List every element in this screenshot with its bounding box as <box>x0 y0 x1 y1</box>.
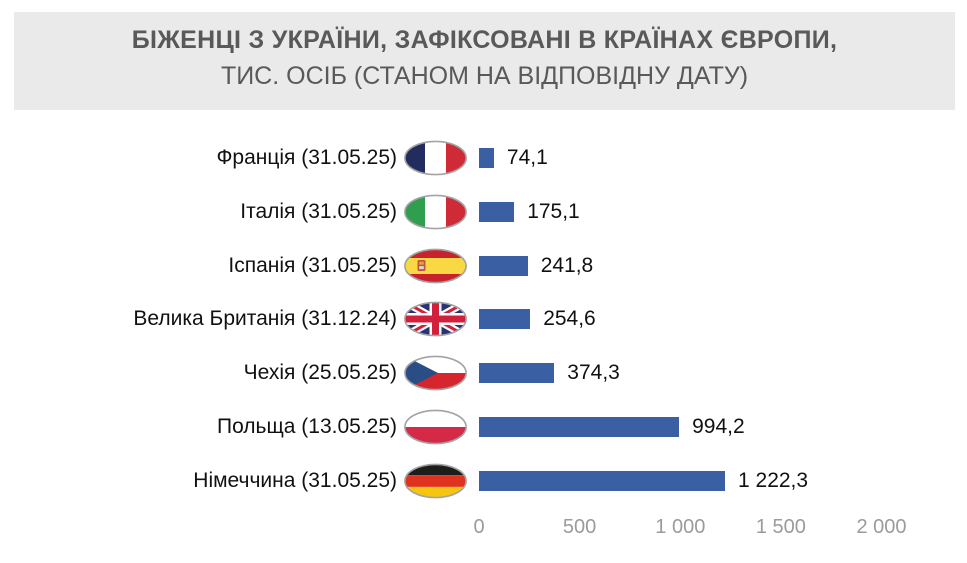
chart-title: БІЖЕНЦІ З УКРАЇНИ, ЗАФІКСОВАНІ В КРАЇНАХ… <box>131 26 838 54</box>
x-axis-tick-label: 500 <box>562 516 597 538</box>
flag-spain-icon <box>404 248 467 283</box>
chart-subtitle: ТИС. ОСІБ (СТАНОМ НА ВІДПОВІДНУ ДАТУ) <box>220 62 749 90</box>
bar <box>479 363 555 384</box>
flag-germany-icon <box>404 463 467 499</box>
chart-row: Франція (31.05.25) 74,1 <box>0 131 967 185</box>
bar <box>479 417 680 437</box>
category-label: Польща (13.05.25) <box>216 415 397 438</box>
value-label: 254,6 <box>543 307 596 331</box>
bar <box>479 309 531 330</box>
chart-row: Польща (13.05.25) 994,2 <box>0 400 967 454</box>
value-label: 374,3 <box>567 361 620 385</box>
category-label: Чехія (25.05.25) <box>243 361 397 385</box>
x-axis-tick-label: 1 000 <box>655 516 706 538</box>
x-axis-tick-label: 0 <box>473 516 485 538</box>
flag-poland-icon <box>404 409 467 445</box>
value-label: 175,1 <box>527 199 580 223</box>
bar <box>479 201 515 222</box>
category-label: Італія (31.05.25) <box>240 199 397 223</box>
x-axis-tick-label: 2 000 <box>856 516 907 538</box>
x-axis: 0 500 1 000 1 500 2 000 <box>0 516 967 546</box>
flag-uk-icon <box>404 301 467 337</box>
category-label: Велика Британія (31.12.24) <box>133 307 397 331</box>
value-label: 74,1 <box>506 146 548 169</box>
category-label: Франція (31.05.25) <box>216 146 397 169</box>
bar <box>479 148 494 168</box>
value-label: 241,8 <box>540 253 594 277</box>
chart-title-block: БІЖЕНЦІ З УКРАЇНИ, ЗАФІКСОВАНІ В КРАЇНАХ… <box>14 12 955 110</box>
flag-czechia-icon <box>404 355 467 391</box>
chart-row: Німеччина (31.05.25) 1 222,3 <box>0 454 967 508</box>
chart-row: Чехія (25.05.25) 374,3 <box>0 346 967 400</box>
chart-row: Велика Британія (31.12.24) 254,6 <box>0 292 967 346</box>
chart-row: Італія (31.05.25) 175,1 <box>0 185 967 239</box>
value-label: 994,2 <box>692 415 745 438</box>
category-label: Іспанія (31.05.25) <box>228 253 397 277</box>
flag-italy-icon <box>404 194 467 230</box>
bar <box>479 255 528 276</box>
bar <box>479 470 725 491</box>
flag-france-icon <box>404 140 467 176</box>
chart-row: Іспанія (31.05.25) 241,8 <box>0 239 967 293</box>
x-axis-tick-label: 1 500 <box>755 516 806 538</box>
value-label: 1 222,3 <box>738 468 809 492</box>
category-label: Німеччина (31.05.25) <box>193 468 397 492</box>
